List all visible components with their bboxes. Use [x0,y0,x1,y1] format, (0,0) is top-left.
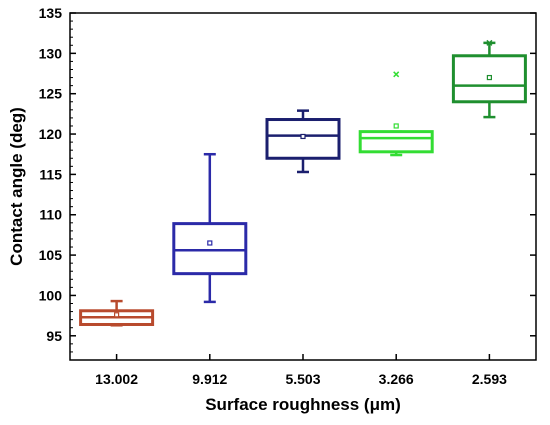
iqr-box [265,118,341,160]
y-tick-label: 100 [39,287,63,303]
iqr-box [358,130,434,154]
box-3-266 [358,71,434,157]
x-axis-title: Surface roughness (μm) [205,395,401,414]
box-13-002 [79,299,155,327]
x-tick-label: 2.593 [472,371,507,387]
outlier-marker [486,39,493,46]
mean-marker [486,74,492,81]
mean-marker [393,123,399,129]
box-9-912 [172,152,248,304]
y-tick-label: 95 [46,328,62,344]
box-5-503 [265,109,341,174]
y-tick-label: 110 [39,207,62,223]
y-tick-label: 120 [39,126,63,142]
mean-marker [207,240,213,246]
iqr-box [172,222,248,276]
y-tick-label: 130 [39,45,63,61]
x-tick-label: 13.002 [95,371,138,387]
y-tick-label: 135 [39,5,63,21]
x-tick-label: 3.266 [379,371,414,387]
y-tick-label: 115 [39,166,62,182]
mean-marker [113,312,120,318]
y-axis-title: Contact angle (deg) [7,107,26,266]
axes-layer: 95 100 105 110 115 120 125 130 135 13.002 9.912 5.5… [39,5,536,387]
y-tick-label: 105 [39,247,63,263]
x-tick-label: 9.912 [192,371,227,387]
x-tick-label: 5.503 [285,371,320,387]
outlier-marker [393,71,400,78]
mean-marker [300,133,306,140]
box-2-593 [451,39,527,119]
y-tick-label: 125 [39,86,63,102]
boxes-layer [79,39,527,327]
